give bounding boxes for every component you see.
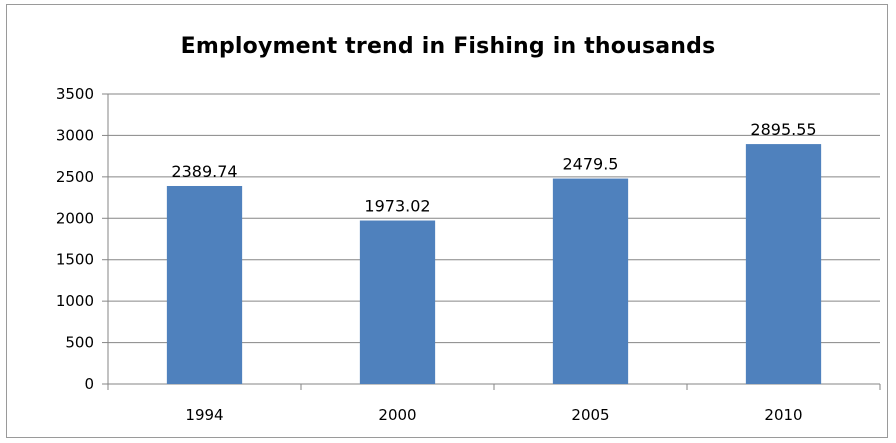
y-tick-label: 500 — [65, 334, 94, 352]
y-tick-label: 2500 — [56, 168, 94, 186]
y-tick-label: 3500 — [56, 85, 94, 103]
x-tick-label-2010: 2010 — [764, 406, 802, 424]
bar-2010 — [745, 144, 822, 384]
data-label-2005: 2479.5 — [563, 155, 619, 174]
y-tick-label: 1500 — [56, 251, 94, 269]
bar-1994 — [166, 185, 243, 384]
data-label-2000: 1973.02 — [364, 197, 430, 216]
y-tick-label: 0 — [84, 375, 94, 393]
bar-2000 — [359, 220, 436, 384]
x-tick-label-2000: 2000 — [378, 406, 416, 424]
x-tick-label-2005: 2005 — [571, 406, 609, 424]
bar-2005 — [552, 178, 629, 384]
y-tick-label: 1000 — [56, 292, 94, 310]
axes: 0 500 1000 1500 2000 2500 3000 3500 1994 2000 2005… — [56, 85, 881, 424]
data-label-1994: 2389.74 — [171, 162, 237, 181]
data-labels: 2389.74 1973.02 2479.5 2895.55 — [171, 120, 816, 215]
y-tick-label: 3000 — [56, 126, 94, 144]
chart-frame — [6, 4, 888, 438]
x-tick-label-1994: 1994 — [185, 406, 223, 424]
data-label-2010: 2895.55 — [750, 120, 816, 139]
bars — [166, 144, 822, 384]
chart-title: Employment trend in Fishing in thousands — [180, 34, 716, 59]
y-tick-label: 2000 — [56, 209, 94, 227]
